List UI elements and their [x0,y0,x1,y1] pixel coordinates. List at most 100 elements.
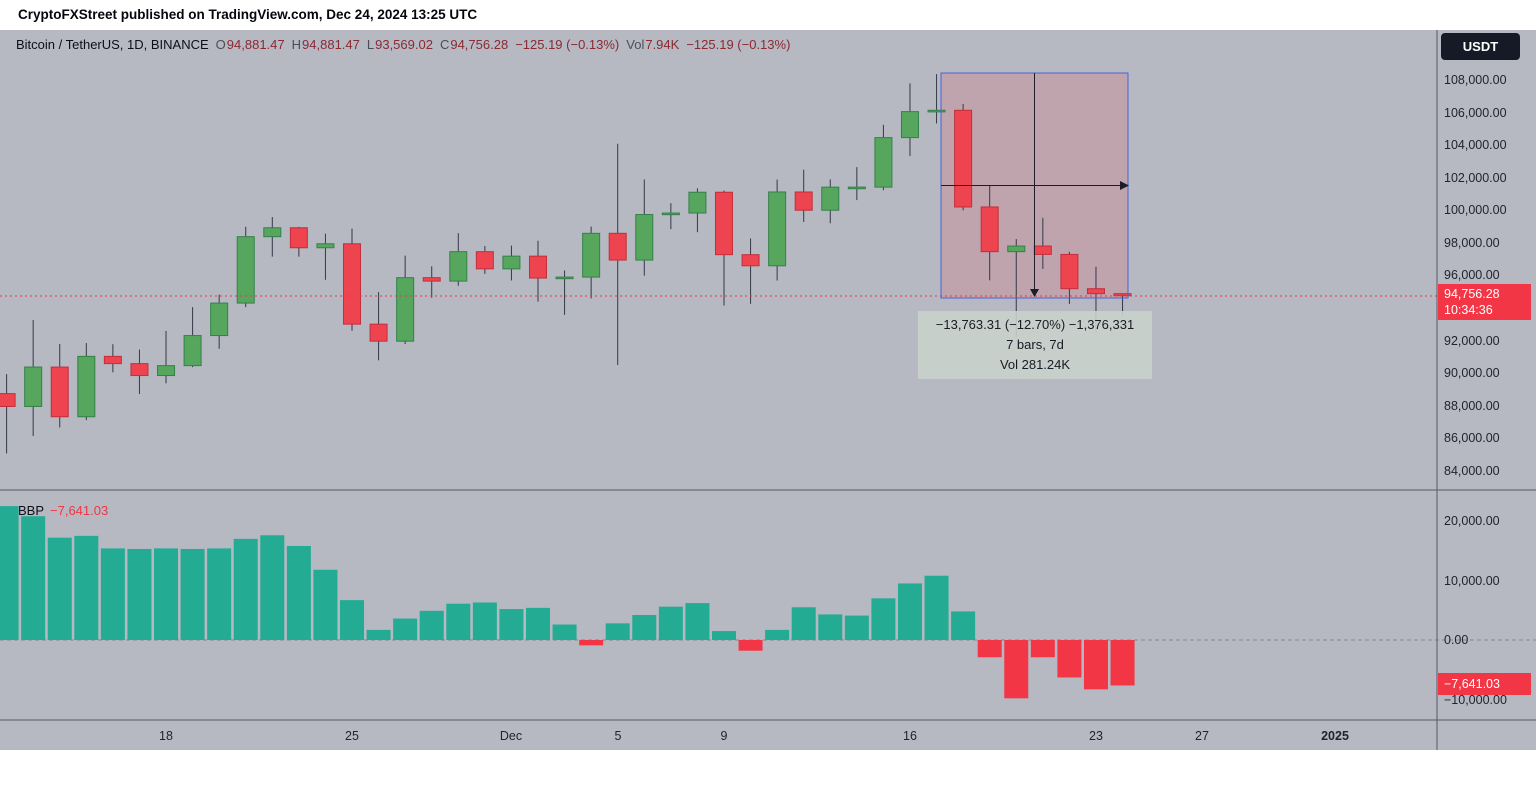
symbol-legend[interactable]: Bitcoin / TetherUS, 1D, BINANCE O94,881.4… [16,37,790,52]
bbp-bar [1110,640,1135,686]
currency-toggle-usdt[interactable]: USDT [1441,33,1520,60]
candle-body [183,335,202,367]
candle-body [927,109,946,113]
bbp-bar [1030,640,1055,658]
candle-body [1007,245,1026,253]
legend-part: −125.19 (−0.13%) [686,37,791,52]
bbp-bar [791,607,816,640]
bbp-bar [738,640,763,651]
footer-bar: TradingView [0,750,1536,786]
bbp-bar [419,610,444,640]
legend-part: Vol [626,37,645,52]
bbp-bar [340,600,365,640]
measure-change-line: −13,763.31 (−12.70%) −1,376,331 [935,317,1135,332]
bbp-bar [897,583,922,640]
bbp-bar [74,535,99,640]
candle-body [768,191,787,267]
time-axis-label: 2025 [1321,729,1349,743]
candle-body [289,227,308,249]
bbp-bar [260,535,285,640]
legend-part: O [215,37,226,52]
measure-right-arrow [1120,181,1129,190]
bbp-bar [1004,640,1029,699]
bbp-bar [711,631,736,640]
candle-body [343,243,362,325]
price-axis-label: 100,000.00 [1444,203,1507,218]
price-axis-label: 96,000.00 [1444,268,1500,283]
bbp-bar [526,607,550,640]
candle-body [582,232,601,278]
bbp-bar [472,602,497,640]
candle-body [316,243,335,249]
candle-body [369,323,388,342]
bbp-bar [977,640,1002,658]
publish-attribution: CryptoFXStreet published on TradingView.… [18,7,478,22]
candle-body [236,236,255,304]
price-axis-label: −10,000.00 [1444,692,1507,707]
bbp-bar [207,548,232,640]
candle-body [422,277,441,282]
candle-body [502,255,521,270]
candle-body [635,214,654,261]
legend-part: −125.19 (−0.13%) [515,37,620,52]
bbp-bar [818,614,843,640]
time-axis-label: 18 [159,729,173,743]
publish-header: CryptoFXStreet published on TradingView.… [0,0,1536,30]
measure-bars-line: 7 bars, 7d [1006,337,1064,352]
price-axis-label: 102,000.00 [1444,170,1507,185]
bbp-bar [605,623,630,640]
bbp-bar [1057,640,1082,678]
candle-body [263,227,282,238]
time-axis-label: 23 [1089,729,1103,743]
bbp-bar [313,569,338,640]
bbp-bar [499,609,524,640]
candle-body [821,186,840,211]
candle-body [794,191,813,211]
candle-body [210,302,229,337]
candle-body [688,191,707,214]
price-axis-label: 106,000.00 [1444,105,1507,120]
measure-volume-line: Vol 281.24K [999,357,1071,372]
price-axis-label: 20,000.00 [1444,514,1500,528]
bbp-bar [685,603,710,640]
bbp-bar [579,640,604,646]
bbp-bar [286,545,311,640]
indicator-legend-part: BBP [18,503,45,518]
bbp-bar [632,615,657,640]
bbp-indicator-legend[interactable]: BBP −7,641.03 [18,503,108,518]
bar-countdown: 10:34:36 [1444,303,1493,317]
price-axis-label: 104,000.00 [1444,138,1507,153]
price-axis-label: 0.00 [1444,633,1469,647]
time-axis-label: 16 [903,729,917,743]
candle-body [77,355,96,418]
price-axis-label: 108,000.00 [1444,73,1507,87]
candle-body [555,276,574,280]
measure-tooltip: −13,763.31 (−12.70%) −1,376,331 7 bars, … [918,311,1152,379]
candle-body [396,277,415,342]
indicator-legend-part: −7,641.03 [50,503,109,518]
candle-body [980,206,999,253]
candle-body [661,212,680,216]
price-axis-label: 92,000.00 [1444,333,1500,348]
candle-body [1033,245,1052,255]
candle-body [900,111,919,139]
candle-body [449,251,468,282]
measure-down-arrow [1030,289,1039,297]
legend-part: 94,881.47 [302,37,360,52]
time-axis-label: 5 [614,729,622,743]
price-axis-label: 10,000.00 [1444,573,1500,588]
price-axis-label: 88,000.00 [1444,398,1500,413]
candle-body [103,355,122,365]
bbp-bar [393,618,418,640]
legend-part: H [291,37,302,52]
bbp-bar [0,506,19,640]
bbp-bar [951,611,976,640]
bbp-bar [871,598,896,640]
bbp-histogram [0,506,1135,699]
bbp-bar [552,624,577,640]
bbp-bar [446,603,471,640]
candlestick-series [0,74,1132,454]
legend-part: L [366,37,375,52]
